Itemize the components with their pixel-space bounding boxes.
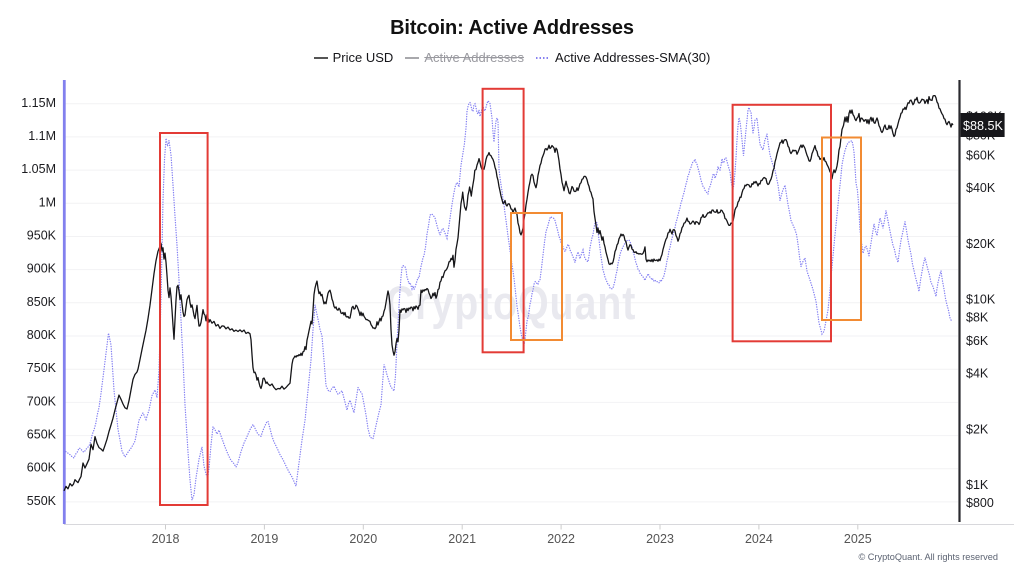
- svg-text:550K: 550K: [27, 494, 57, 508]
- svg-text:800K: 800K: [27, 328, 57, 342]
- svg-text:$60K: $60K: [966, 148, 996, 162]
- svg-text:950K: 950K: [27, 229, 57, 243]
- svg-text:$40K: $40K: [966, 181, 996, 195]
- svg-text:1.05M: 1.05M: [21, 162, 56, 176]
- svg-text:1.1M: 1.1M: [28, 129, 56, 143]
- svg-text:600K: 600K: [27, 461, 57, 475]
- svg-text:2019: 2019: [250, 532, 278, 546]
- svg-text:$800: $800: [966, 496, 994, 510]
- svg-text:750K: 750K: [27, 361, 57, 375]
- svg-text:2021: 2021: [448, 532, 476, 546]
- svg-text:900K: 900K: [27, 262, 57, 276]
- svg-text:2025: 2025: [844, 532, 872, 546]
- svg-text:1M: 1M: [39, 195, 56, 209]
- svg-text:2024: 2024: [745, 532, 773, 546]
- svg-text:2022: 2022: [547, 532, 575, 546]
- svg-text:$2K: $2K: [966, 422, 989, 436]
- svg-text:2023: 2023: [646, 532, 674, 546]
- svg-text:$20K: $20K: [966, 237, 996, 251]
- svg-text:850K: 850K: [27, 295, 57, 309]
- svg-text:$4K: $4K: [966, 367, 989, 381]
- svg-text:$8K: $8K: [966, 311, 989, 325]
- svg-text:$6K: $6K: [966, 334, 989, 348]
- svg-text:650K: 650K: [27, 428, 57, 442]
- svg-text:2020: 2020: [349, 532, 377, 546]
- svg-text:700K: 700K: [27, 394, 57, 408]
- svg-text:$10K: $10K: [966, 293, 996, 307]
- svg-text:$88.5K: $88.5K: [963, 119, 1004, 133]
- svg-text:2018: 2018: [152, 532, 180, 546]
- svg-text:$1K: $1K: [966, 478, 989, 492]
- svg-text:1.15M: 1.15M: [21, 96, 56, 110]
